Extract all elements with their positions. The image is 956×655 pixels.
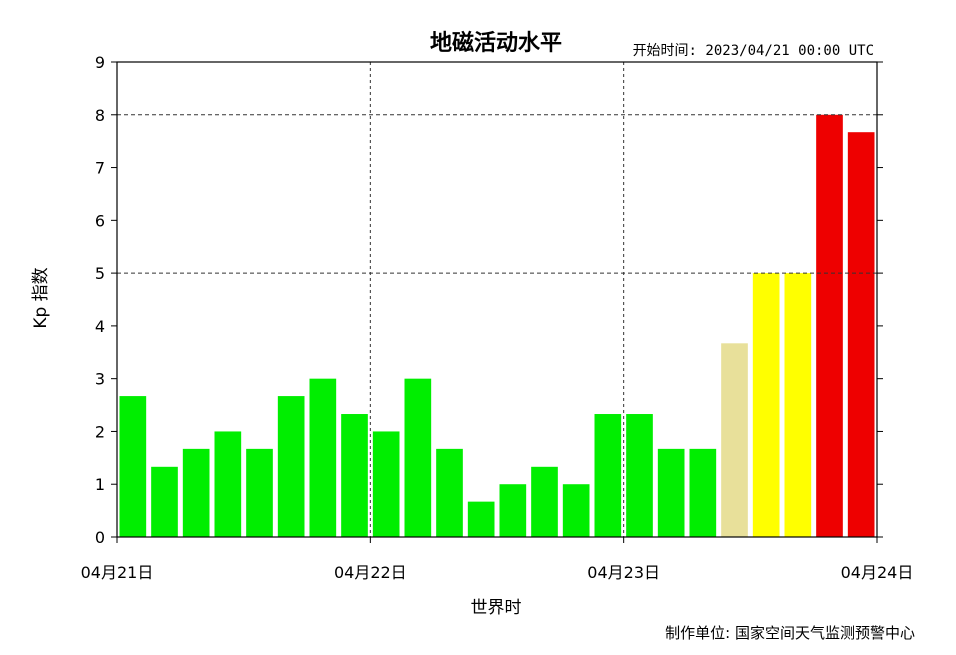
kp-bar xyxy=(626,414,653,537)
kp-bar xyxy=(752,273,780,537)
kp-bar xyxy=(246,448,273,537)
kp-bar xyxy=(119,396,147,537)
kp-bar xyxy=(816,114,843,538)
y-tick-label: 0 xyxy=(95,528,105,547)
kp-bar xyxy=(531,466,558,537)
kp-bar xyxy=(436,448,463,537)
plot-area: 0 1 2 3 4 5 6 7 8 9 04月21日 04月22日 04月23日 04月24日 xyxy=(81,53,914,582)
chart-title: 地磁活动水平 xyxy=(430,30,562,56)
x-axis-label: 世界时 xyxy=(471,598,522,618)
y-tick-label: 3 xyxy=(95,370,105,389)
kp-bar xyxy=(277,396,305,537)
kp-bar xyxy=(214,431,242,537)
y-tick-label: 4 xyxy=(95,317,105,336)
y-tick-label: 9 xyxy=(95,53,105,72)
kp-bar xyxy=(404,378,432,537)
kp-bar xyxy=(309,378,337,537)
kp-bar xyxy=(562,484,590,537)
x-tick-label: 04月24日 xyxy=(841,563,914,582)
y-tick-label: 6 xyxy=(95,211,105,230)
producer-credit: 制作单位: 国家空间天气监测预警中心 xyxy=(665,624,915,642)
y-tick-label: 2 xyxy=(95,422,105,441)
kp-bar xyxy=(182,448,210,537)
x-tick-label: 04月23日 xyxy=(587,563,660,582)
y-tick-label: 8 xyxy=(95,106,105,125)
start-time: 开始时间: 2023/04/21 00:00 UTC xyxy=(633,43,874,59)
kp-bar xyxy=(341,414,368,537)
x-tick-label: 04月21日 xyxy=(81,563,154,582)
kp-bar xyxy=(689,448,717,537)
kp-bar xyxy=(721,343,748,537)
kp-bar xyxy=(372,431,400,537)
y-tick-label: 5 xyxy=(95,264,105,283)
kp-bar xyxy=(151,466,178,537)
kp-bar xyxy=(594,414,622,537)
kp-bar xyxy=(784,273,812,537)
x-tick-label: 04月22日 xyxy=(334,563,407,582)
kp-bar xyxy=(467,501,495,537)
kp-bar xyxy=(657,448,685,537)
kp-bar xyxy=(499,484,527,537)
y-tick-label: 7 xyxy=(95,159,105,178)
y-axis-label: Kp 指数 xyxy=(31,267,51,328)
plot-frame xyxy=(116,61,878,538)
kp-bar xyxy=(847,132,875,537)
y-tick-label: 1 xyxy=(95,475,105,494)
